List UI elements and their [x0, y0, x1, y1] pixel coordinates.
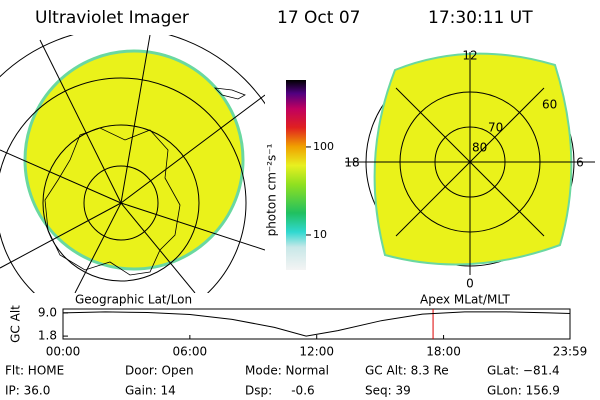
title: Ultraviolet Imager — [35, 8, 189, 28]
latitude-label: 70 — [488, 121, 503, 135]
mlt-label: 18 — [344, 156, 359, 170]
polar-image — [345, 52, 595, 275]
status-field: Seq: 39 — [365, 384, 411, 398]
status-field: Mode: Normal — [245, 364, 329, 378]
status-field: IP: 36.0 — [5, 384, 50, 398]
time: 17:30:11 UT — [428, 8, 533, 28]
date: 17 Oct 07 — [277, 8, 360, 28]
x-tick-label: 06:00 — [173, 345, 208, 359]
y-tick-label: 9.0 — [38, 305, 57, 319]
latitude-label: 80 — [472, 141, 487, 155]
mlt-label: 6 — [576, 156, 584, 170]
latitude-label: 60 — [542, 98, 557, 112]
x-tick-label: 12:00 — [299, 345, 334, 359]
map-label: Geographic Lat/Lon — [75, 293, 192, 307]
status-field: Gain: 14 — [125, 384, 176, 398]
y-tick-label: 1.8 — [38, 329, 57, 343]
colorbar-tick-label: 10 — [313, 228, 327, 241]
colorbar-tick-label: 100 — [313, 140, 334, 153]
x-tick-label: 18:00 — [426, 345, 461, 359]
altitude-line — [62, 311, 571, 337]
x-tick-label: 23:59 — [553, 345, 588, 359]
status-field: GLat: −81.4 — [487, 364, 560, 378]
status-field: Dsp: -0.6 — [245, 384, 315, 398]
status-field: Flt: HOME — [5, 364, 64, 378]
colorbar — [286, 80, 306, 270]
status-field: GC Alt: 8.3 Re — [365, 364, 449, 378]
apex-label: Apex MLat/MLT — [420, 293, 510, 307]
y-axis-label: GC Alt — [9, 305, 23, 343]
geographic-image — [0, 35, 265, 293]
status-field: GLon: 156.9 — [487, 384, 560, 398]
x-tick-label: 00:00 — [46, 345, 81, 359]
colorbar-label: photon cm⁻²s⁻¹ — [265, 143, 279, 236]
status-field: Door: Open — [125, 364, 194, 378]
mlt-label: 12 — [462, 49, 477, 63]
mlt-label: 0 — [466, 277, 474, 291]
